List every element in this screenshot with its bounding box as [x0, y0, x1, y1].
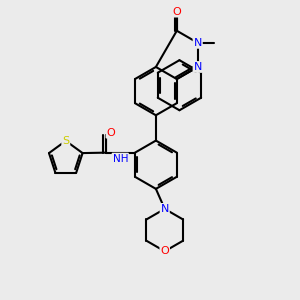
Text: O: O — [160, 246, 169, 256]
Text: O: O — [172, 7, 181, 16]
Text: N: N — [160, 204, 169, 214]
Text: S: S — [62, 136, 69, 146]
Text: N: N — [194, 38, 202, 48]
Text: N: N — [194, 62, 202, 72]
Text: NH: NH — [112, 154, 128, 164]
Text: O: O — [106, 128, 115, 138]
